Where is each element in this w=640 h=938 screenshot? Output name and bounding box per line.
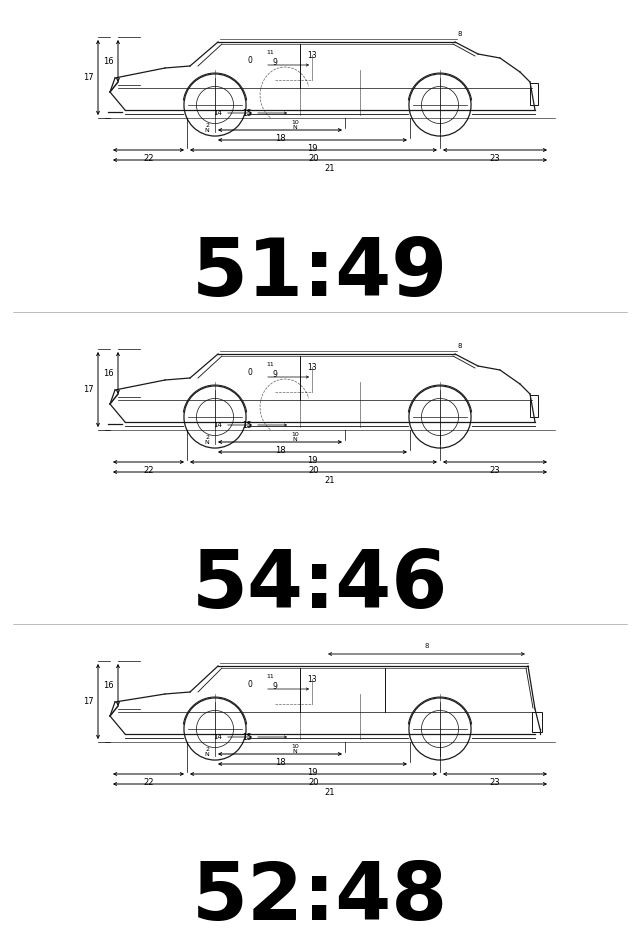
Text: 19: 19 [307,768,317,777]
Text: 17: 17 [83,73,94,82]
Text: 9: 9 [273,682,277,690]
Text: 21: 21 [324,476,335,485]
Text: 8: 8 [458,31,462,37]
Text: 21: 21 [324,788,335,797]
Text: 18: 18 [275,758,285,767]
Text: 10
N: 10 N [291,431,299,443]
Text: 23: 23 [490,154,500,163]
Text: 11: 11 [266,673,274,678]
Text: 16: 16 [104,56,114,66]
Text: 2
N: 2 N [205,123,209,133]
Text: 0: 0 [248,368,252,376]
Text: 13: 13 [307,362,317,371]
Text: 0: 0 [248,55,252,65]
Text: 19: 19 [307,144,317,153]
Text: 22: 22 [143,466,154,475]
Text: 23: 23 [490,466,500,475]
Text: 22: 22 [143,778,154,787]
Text: 14: 14 [213,110,222,116]
Text: 17: 17 [83,385,94,394]
Text: 19: 19 [307,456,317,465]
Text: 10
N: 10 N [291,120,299,130]
Text: 22: 22 [143,154,154,163]
Text: 8: 8 [424,643,429,649]
Text: 9: 9 [273,57,277,67]
Text: 9: 9 [273,370,277,379]
Text: 54:46: 54:46 [192,547,448,625]
Text: 23: 23 [490,778,500,787]
Text: 15: 15 [243,109,252,117]
Text: 14: 14 [213,422,222,428]
Text: 51:49: 51:49 [192,235,448,313]
Text: 15: 15 [243,733,252,742]
Text: 16: 16 [104,680,114,689]
Text: 15: 15 [243,420,252,430]
Text: 52:48: 52:48 [192,859,448,937]
Text: 8: 8 [458,343,462,349]
Text: 20: 20 [308,154,319,163]
Text: 20: 20 [308,778,319,787]
Text: 2
N: 2 N [205,747,209,757]
Text: 13: 13 [307,51,317,59]
Text: 11: 11 [266,361,274,367]
Text: 10
N: 10 N [291,744,299,754]
Text: 18: 18 [275,446,285,455]
Text: 13: 13 [307,674,317,684]
Text: 2
N: 2 N [205,434,209,446]
Text: 21: 21 [324,164,335,173]
Text: 17: 17 [83,697,94,706]
Text: 16: 16 [104,369,114,377]
Text: 11: 11 [266,50,274,54]
Text: 14: 14 [213,734,222,740]
Text: 0: 0 [248,679,252,688]
Text: 18: 18 [275,134,285,143]
Text: 20: 20 [308,466,319,475]
